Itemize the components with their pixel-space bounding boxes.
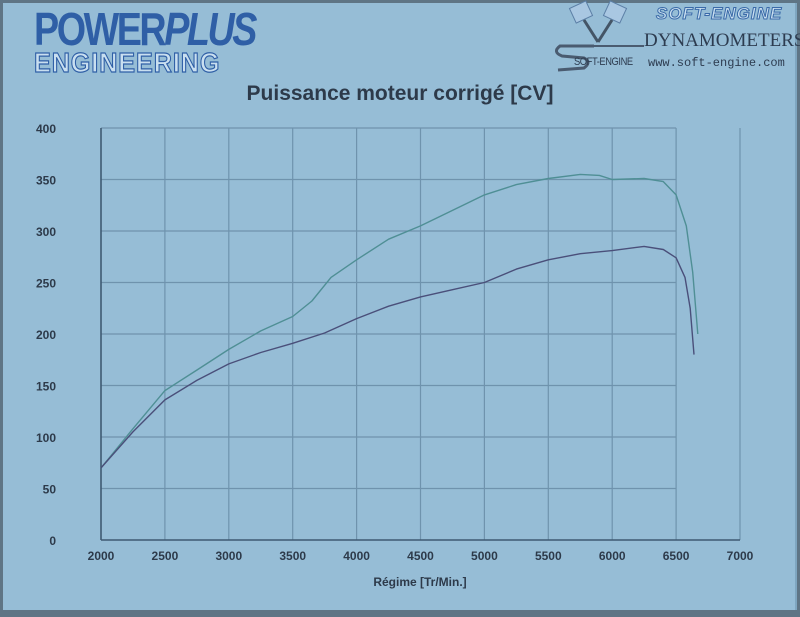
x-axis-label: Régime [Tr/Min.] (373, 575, 466, 589)
x-tick-label: 2500 (152, 549, 179, 563)
y-tick-label: 50 (43, 483, 57, 497)
y-tick-label: 400 (36, 122, 56, 136)
chart-axes (100, 128, 740, 541)
y-tick-label: 100 (36, 431, 56, 445)
soft-engine-small-logo: SOFT-ENGINE (574, 56, 633, 68)
y-tick-label: 250 (36, 277, 56, 291)
chart-sheet (3, 3, 797, 610)
dynamometers-label: DYNAMOMETERS (644, 30, 800, 51)
y-tick-label: 150 (36, 380, 56, 394)
x-tick-label: 4000 (343, 549, 370, 563)
x-tick-label: 5500 (535, 549, 562, 563)
x-tick-label: 5000 (471, 549, 498, 563)
x-tick-label: 3000 (215, 549, 242, 563)
x-tick-label: 6000 (599, 549, 626, 563)
x-tick-label: 3500 (279, 549, 306, 563)
y-tick-label: 200 (36, 328, 56, 342)
x-tick-label: 4500 (407, 549, 434, 563)
engine-pistons-icon (555, 0, 644, 72)
chart-grid (101, 127, 741, 540)
website-url: www.soft-engine.com (648, 56, 785, 70)
series-purple-line (100, 245, 695, 469)
x-axis-ticks: 2000 2500 3000 3500 4000 4500 5000 5500 6000 6500… (88, 549, 754, 563)
x-tick-label: 2000 (88, 549, 115, 563)
x-tick-label: 7000 (727, 549, 754, 563)
y-axis-ticks: 0 50 100 150 200 250 300 350 400 (36, 122, 56, 548)
y-tick-label: 300 (36, 225, 56, 239)
logo-power-text: POWERPLUS (34, 3, 257, 55)
y-tick-label: 0 (49, 534, 56, 548)
x-tick-label: 6500 (663, 549, 690, 563)
y-tick-label: 350 (36, 174, 56, 188)
chart-title: Puissance moteur corrigé [CV] (246, 82, 554, 105)
powerplus-logo: POWERPLUS ENGINEERING (33, 3, 303, 78)
logo-engineering-text: ENGINEERING (33, 47, 221, 78)
series-green-line (100, 173, 699, 469)
soft-engine-logo: SOFT-ENGINE DYNAMOMETERS SOFT-ENGINE www… (548, 0, 800, 76)
chart-series (100, 173, 699, 469)
soft-engine-brand: SOFT-ENGINE (655, 4, 783, 24)
